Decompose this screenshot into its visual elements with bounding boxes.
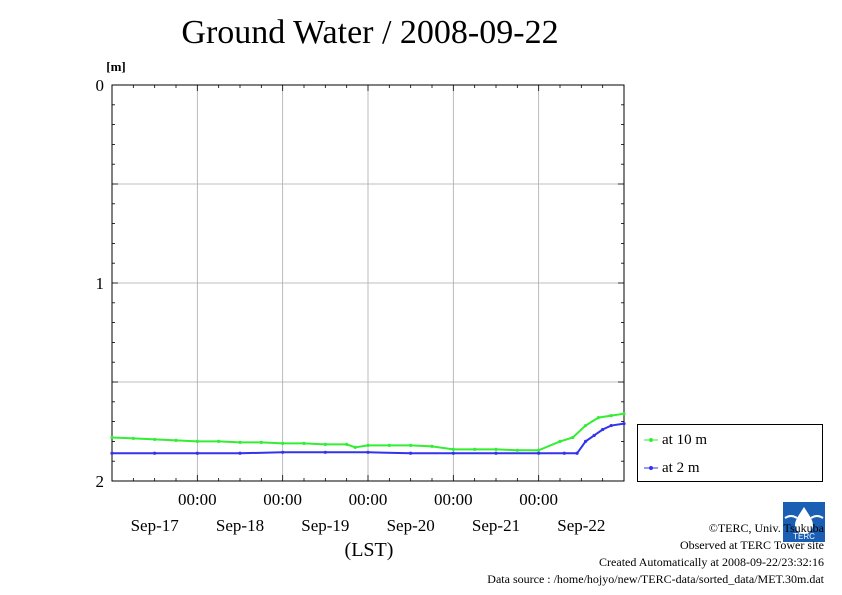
- data-point: [562, 451, 566, 455]
- data-point: [366, 443, 370, 447]
- data-point: [131, 436, 135, 441]
- data-point: [110, 451, 114, 455]
- data-point: [515, 448, 519, 452]
- data-point: [110, 435, 114, 440]
- data-point: [494, 447, 498, 451]
- legend-item-2m: at 2 m: [644, 458, 700, 478]
- data-point: [195, 439, 199, 443]
- legend: at 10 m at 2 m: [637, 424, 823, 482]
- data-point: [592, 433, 596, 438]
- data-point: [584, 439, 588, 443]
- data-point: [537, 448, 541, 452]
- xtick-time-label-4: 00:00: [519, 490, 558, 509]
- data-point: [259, 440, 263, 444]
- data-point: [302, 441, 306, 445]
- data-point: [238, 440, 242, 444]
- legend-item-10m: at 10 m: [644, 430, 707, 450]
- data-point: [281, 450, 285, 454]
- data-point: [387, 443, 391, 447]
- data-point: [451, 451, 455, 455]
- data-point: [238, 451, 242, 455]
- data-point: [195, 451, 199, 455]
- legend-marker-10m: [644, 438, 658, 442]
- data-point: [609, 414, 613, 418]
- data-point: [584, 423, 588, 428]
- xtick-time-label-0: 00:00: [178, 490, 217, 509]
- data-point: [609, 423, 613, 428]
- xtick-date-label-4: Sep-21: [472, 516, 520, 535]
- data-point: [153, 437, 157, 442]
- xtick-time-label-1: 00:00: [263, 490, 302, 509]
- axis-labels: 0 1 2 [m] 00:00 00:00 00:00 00:00 00:00 Sep-17 Sep…: [96, 59, 606, 561]
- ytick-label-0: 0: [96, 76, 105, 95]
- x-axis-label: (LST): [345, 539, 394, 561]
- series-points-0: [110, 412, 626, 452]
- terc-logo: TERC: [783, 502, 825, 542]
- data-point: [451, 447, 455, 451]
- series-line-0: [111, 412, 625, 452]
- credit-created: Created Automatically at 2008-09-22/23:3…: [599, 555, 824, 569]
- series-points-1: [110, 421, 626, 455]
- data-point: [596, 416, 601, 420]
- xtick-date-label-1: Sep-18: [216, 516, 264, 535]
- chart-title: Ground Water / 2008-09-22: [181, 14, 559, 51]
- credit-copyright: ©TERC, Univ. Tsukuba: [708, 521, 824, 535]
- data-point: [323, 442, 327, 446]
- data-point: [622, 421, 626, 426]
- data-point: [622, 412, 626, 416]
- xtick-date-label-3: Sep-20: [387, 516, 435, 535]
- credit-observed: Observed at TERC Tower site: [679, 538, 824, 552]
- xtick-time-label-3: 00:00: [434, 490, 473, 509]
- series-line-1: [112, 422, 625, 455]
- data-point: [323, 450, 327, 454]
- xtick-date-label-2: Sep-19: [301, 516, 349, 535]
- legend-label-10m: at 10 m: [662, 431, 707, 448]
- grid-lines: [112, 85, 624, 481]
- data-point: [153, 451, 157, 455]
- ytick-label-1: 1: [96, 274, 105, 293]
- data-point: [430, 444, 434, 448]
- data-point: [571, 435, 575, 440]
- y-axis-label: [m]: [106, 59, 126, 74]
- data-point: [558, 439, 562, 443]
- data-point: [217, 439, 221, 443]
- data-point: [353, 445, 357, 449]
- data-point: [601, 427, 605, 432]
- data-point: [409, 443, 413, 447]
- xtick-time-label-2: 00:00: [349, 490, 388, 509]
- xtick-date-label-5: Sep-22: [557, 516, 605, 535]
- ytick-label-2: 2: [96, 472, 105, 491]
- axis-ticks: [111, 84, 625, 482]
- series-group: [110, 412, 626, 455]
- data-point: [473, 447, 477, 451]
- data-point: [409, 451, 413, 455]
- data-point: [366, 450, 370, 454]
- data-point: [575, 451, 579, 455]
- data-point: [345, 442, 349, 446]
- logo-text: TERC: [793, 532, 815, 541]
- data-point: [281, 441, 285, 445]
- legend-marker-2m: [644, 466, 658, 470]
- data-point: [494, 451, 498, 455]
- data-point: [174, 438, 178, 443]
- legend-label-2m: at 2 m: [662, 459, 700, 476]
- xtick-date-label-0: Sep-17: [131, 516, 180, 535]
- credit-source: Data source : /home/hojyo/new/TERC-data/…: [487, 572, 824, 586]
- data-point: [537, 451, 541, 455]
